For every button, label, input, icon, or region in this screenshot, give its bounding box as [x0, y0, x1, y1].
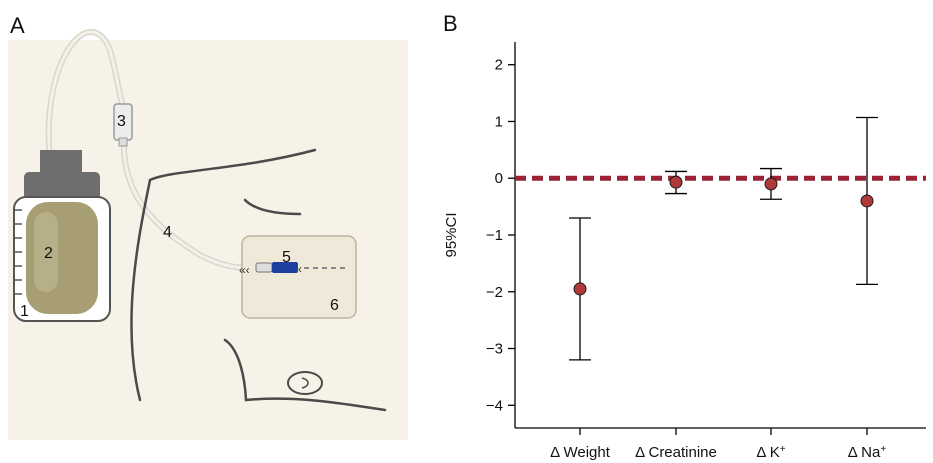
- label-6: 6: [330, 297, 339, 314]
- bottle-neck: [40, 150, 82, 174]
- data-point: [860, 194, 874, 208]
- data-point: [669, 175, 683, 189]
- y-tick-label: −3: [486, 341, 503, 358]
- body-outline-abdomen: [223, 338, 387, 412]
- drain-tube-upper-highlight: [47, 30, 126, 162]
- y-tick-label: −2: [486, 284, 503, 301]
- body-outline-chest: [243, 198, 302, 216]
- y-tick-label: −1: [486, 227, 503, 244]
- label-1: 1: [20, 303, 29, 320]
- x-tick-label: Δ Na+: [848, 444, 887, 462]
- valve-tip: [118, 137, 128, 147]
- label-3: 3: [117, 113, 126, 130]
- y-tick-label: −4: [486, 397, 503, 414]
- catheter-chevrons: «‹: [239, 263, 250, 277]
- x-tick-label: Δ Creatinine: [635, 444, 717, 461]
- axes: −4 −3 −2 −1 0 1 2 Δ Weight Δ Creatinine Δ K+ Δ Na+: [486, 42, 926, 461]
- y-tick-label: 1: [495, 113, 503, 130]
- catheter: [272, 262, 298, 273]
- x-tick-label: Δ Weight: [550, 444, 611, 461]
- y-tick-label: 0: [495, 170, 503, 187]
- y-tick-label: 2: [495, 57, 503, 74]
- catheter-hub: [255, 262, 273, 273]
- data-point: [573, 282, 587, 296]
- panel-b-chart: B 95%CI −4 −3 −2 −1 0 1 2 Δ Weight Δ Creatinine Δ…: [443, 11, 926, 461]
- panel-b-letter: B: [443, 11, 458, 36]
- catheter-tip-chevron: ‹: [298, 262, 302, 276]
- panel-a: A «‹ ‹: [8, 13, 408, 440]
- label-2: 2: [44, 245, 53, 262]
- bottle-scale-ticks: [15, 209, 22, 295]
- bottle-fluid-highlight: [34, 212, 58, 292]
- drain-tube-lower-highlight: [122, 138, 257, 270]
- navel: [287, 371, 323, 395]
- catheter-inset-box: [241, 235, 357, 319]
- body-outline-shoulder: [130, 148, 317, 402]
- navel-mark: [301, 377, 309, 389]
- x-tick-label: Δ K+: [756, 444, 785, 462]
- label-4: 4: [163, 224, 172, 241]
- label-5: 5: [282, 249, 291, 266]
- y-axis-label: 95%CI: [443, 212, 460, 257]
- marks: [515, 116, 926, 361]
- data-point: [764, 177, 778, 191]
- bottle-cap: [24, 172, 100, 200]
- panel-a-letter: A: [10, 13, 25, 38]
